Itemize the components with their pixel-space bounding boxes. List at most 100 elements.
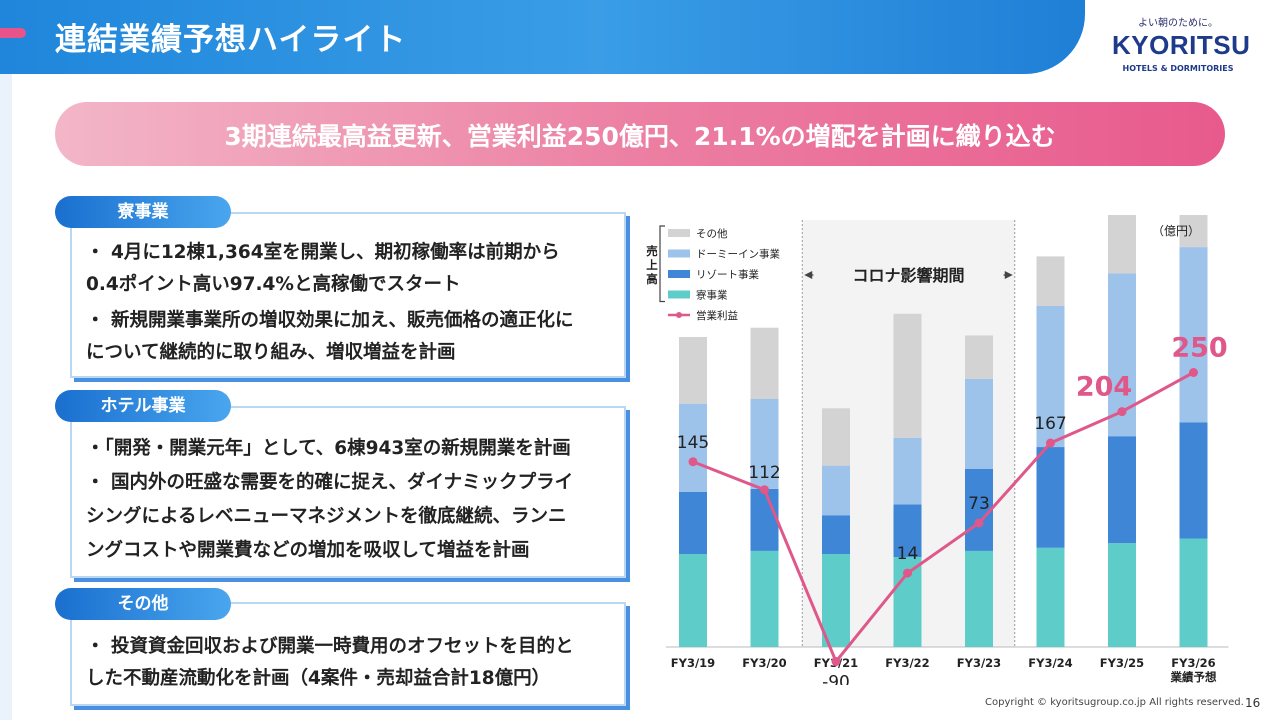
left-accent-strip	[0, 74, 12, 720]
operating-profit-label-FY3/22: 14	[897, 544, 919, 564]
operating-profit-label-FY3/24: 167	[1034, 414, 1066, 434]
legend-label-寮事業: 寮事業	[696, 289, 728, 302]
x-tick-FY3/20: FY3/20	[742, 656, 786, 670]
legend-label-その他: その他	[696, 227, 728, 240]
hotel-bullet-2-cont: シングによるレベニューマネジメントを徹底継続、ランニ	[86, 506, 567, 527]
bar-ドーミーイン事業-FY3/21	[822, 465, 850, 516]
operating-profit-label-FY3/20: 112	[748, 463, 780, 483]
bar-寮事業-FY3/25	[1108, 543, 1136, 647]
bar-寮事業-FY3/21	[822, 554, 850, 647]
legend-label-リゾート事業: リゾート事業	[696, 268, 759, 281]
bar-ドーミーイン事業-FY3/19	[679, 403, 707, 492]
dormitory-section-tab: 寮事業	[55, 196, 231, 228]
bar-ドーミーイン事業-FY3/26	[1179, 247, 1208, 423]
legend-swatch-リゾート事業	[668, 270, 690, 278]
bar-その他-FY3/23	[965, 335, 993, 379]
x-sublabel-FY3/26: 業績予想	[1170, 670, 1217, 684]
unit-label: （億円）	[1152, 224, 1200, 238]
legend-label-operating-profit: 営業利益	[696, 309, 738, 322]
bar-その他-FY3/20	[750, 327, 779, 399]
legend-group-bracket	[659, 225, 665, 303]
operating-profit-label-FY3/19: 145	[677, 433, 709, 453]
operating-profit-label-FY3/23: 73	[968, 494, 990, 514]
other-bullet-1-cont: した不動産流動化を計画（4案件・売却益合計18億円）	[86, 668, 551, 689]
operating-profit-label-FY3/26: 250	[1171, 333, 1227, 364]
header-band	[0, 0, 1085, 74]
corona-period-label: コロナ影響期間	[852, 266, 964, 285]
bar-その他-FY3/26	[1179, 215, 1208, 248]
legend-swatch-line-dot	[676, 312, 682, 318]
headline-banner: 3期連続最高益更新、営業利益250億円、21.1%の増配を計画に織り込む	[55, 102, 1225, 166]
bar-リゾート事業-FY3/23	[965, 468, 993, 551]
logo-tagline: よい朝のために。	[1138, 18, 1218, 29]
bar-ドーミーイン事業-FY3/23	[965, 378, 993, 469]
operating-profit-point-FY3/20	[760, 485, 769, 495]
bar-寮事業-FY3/19	[679, 554, 707, 647]
x-tick-FY3/22: FY3/22	[885, 656, 929, 670]
page-title: 連結業績予想ハイライト	[55, 22, 407, 58]
legend-swatch-寮事業	[668, 290, 690, 299]
bar-リゾート事業-FY3/19	[679, 492, 707, 554]
bar-その他-FY3/25	[1108, 215, 1136, 274]
x-tick-FY3/19: FY3/19	[671, 656, 715, 670]
page-number: 16	[1245, 696, 1261, 710]
bar-ドーミーイン事業-FY3/20	[750, 399, 779, 489]
dormitory-section-box: ・ 4月に12棟1,364室を開業し、期初稼働率は前期から 0.4ポイント高い9…	[70, 212, 626, 378]
bar-リゾート事業-FY3/21	[822, 515, 850, 554]
operating-profit-point-FY3/24	[1046, 438, 1055, 448]
bar-寮事業-FY3/24	[1036, 547, 1065, 647]
operating-profit-point-FY3/22	[903, 568, 912, 578]
hotel-bullet-1: ・「開発・開業元年」として、6棟943室の新規開業を計画	[86, 438, 571, 459]
title-accent	[0, 28, 26, 38]
legend-swatch-ドーミーイン事業	[668, 249, 690, 258]
bar-その他-FY3/24	[1036, 256, 1065, 306]
bar-その他-FY3/19	[679, 337, 707, 404]
x-tick-FY3/26: FY3/26	[1171, 656, 1215, 670]
dormitory-bullet-2-cont: について継続的に取り組み、増収増益を計画	[86, 342, 456, 363]
bar-その他-FY3/21	[822, 408, 850, 466]
operating-profit-point-FY3/26	[1189, 368, 1198, 377]
bar-リゾート事業-FY3/20	[750, 488, 779, 551]
hotel-bullet-2-cont2: ングコストや開業費などの増加を吸収して増益を計画	[86, 540, 530, 561]
operating-profit-point-FY3/23	[974, 518, 984, 528]
kyoritsu-logo: よい朝のために。 KYORITSU HOTELS & DORMITORIES	[1108, 14, 1251, 74]
bar-リゾート事業-FY3/26	[1179, 422, 1208, 539]
bar-ドーミーイン事業-FY3/24	[1036, 306, 1065, 448]
other-section-tab: その他	[55, 588, 231, 620]
operating-profit-label-FY3/21: -90	[822, 673, 850, 686]
bar-リゾート事業-FY3/25	[1108, 436, 1136, 544]
other-bullet-1: ・ 投資資金回収および開業一時費用のオフセットを目的と	[86, 636, 574, 657]
dormitory-bullet-1: ・ 4月に12棟1,364室を開業し、期初稼働率は前期から	[86, 242, 560, 263]
copyright-text: Copyright © kyoritsugroup.co.jp All righ…	[985, 697, 1244, 708]
legend-group-label-char-2: 高	[646, 272, 658, 286]
bar-寮事業-FY3/20	[750, 550, 779, 647]
corona-arrow-right-head	[1004, 271, 1013, 279]
legend-group-label-char-0: 売	[646, 244, 658, 258]
x-tick-FY3/23: FY3/23	[957, 656, 1001, 670]
performance-chart: コロナ影響期間FY3/19FY3/20FY3/21FY3/22FY3/23FY3…	[646, 215, 1229, 686]
operating-profit-point-FY3/21	[831, 657, 841, 666]
legend-group-label-char-1: 上	[646, 258, 658, 272]
operating-profit-label-FY3/25: 204	[1076, 372, 1132, 403]
operating-profit-point-FY3/25	[1117, 407, 1127, 417]
bar-その他-FY3/22	[893, 313, 922, 438]
bar-寮事業-FY3/23	[965, 550, 993, 647]
hotel-section-box: ・「開発・開業元年」として、6棟943室の新規開業を計画 ・ 国内外の旺盛な需要…	[70, 406, 626, 578]
bar-ドーミーイン事業-FY3/22	[893, 437, 922, 505]
hotel-bullet-2: ・ 国内外の旺盛な需要を的確に捉え、ダイナミックプライ	[86, 472, 574, 493]
operating-profit-point-FY3/19	[688, 457, 698, 467]
dormitory-bullet-1-cont: 0.4ポイント高い97.4%と高稼働でスタート	[86, 274, 461, 295]
bar-寮事業-FY3/26	[1179, 538, 1208, 647]
corona-arrow-left-head	[804, 271, 813, 279]
legend-label-ドーミーイン事業: ドーミーイン事業	[696, 248, 780, 261]
legend-swatch-その他	[668, 229, 690, 237]
operating-profit-line	[692, 371, 1195, 663]
x-tick-FY3/25: FY3/25	[1100, 656, 1144, 670]
headline-text: 3期連続最高益更新、営業利益250億円、21.1%の増配を計画に織り込む	[224, 122, 1056, 151]
x-tick-FY3/24: FY3/24	[1028, 656, 1072, 670]
bar-リゾート事業-FY3/24	[1036, 447, 1065, 548]
logo-wordmark: KYORITSU	[1112, 30, 1251, 60]
hotel-section-tab: ホテル事業	[55, 390, 231, 422]
dormitory-bullet-2: ・ 新規開業事業所の増収効果に加え、販売価格の適正化に	[86, 310, 574, 331]
logo-subtitle: HOTELS & DORMITORIES	[1122, 64, 1234, 73]
